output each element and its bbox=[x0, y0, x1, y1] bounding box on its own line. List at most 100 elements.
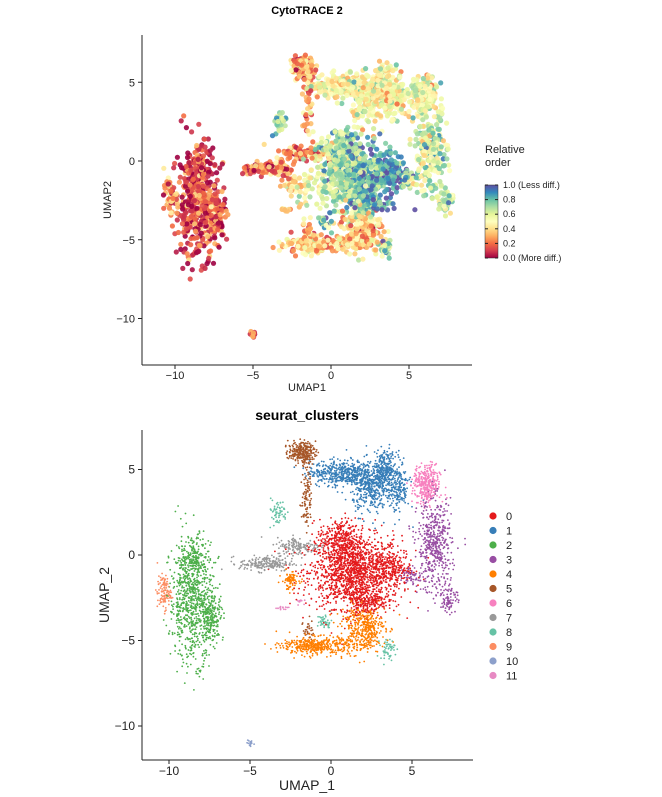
point bbox=[349, 231, 355, 237]
point bbox=[374, 177, 380, 183]
point-cluster-0 bbox=[326, 575, 329, 578]
point-cluster-3 bbox=[436, 580, 438, 583]
point-cluster-1 bbox=[351, 490, 354, 493]
point-cluster-0 bbox=[385, 578, 387, 581]
point bbox=[333, 138, 339, 144]
point bbox=[196, 248, 202, 254]
point-cluster-1 bbox=[380, 494, 383, 497]
point bbox=[178, 241, 184, 247]
point-cluster-5 bbox=[293, 439, 295, 442]
point-cluster-4 bbox=[294, 584, 296, 587]
point bbox=[196, 192, 202, 198]
point bbox=[358, 220, 364, 226]
point-cluster-0 bbox=[322, 589, 325, 592]
point-cluster-1 bbox=[354, 505, 357, 507]
point bbox=[359, 151, 365, 157]
point-cluster-4 bbox=[381, 645, 384, 648]
point bbox=[260, 170, 266, 176]
point bbox=[261, 141, 267, 147]
point bbox=[368, 187, 374, 193]
point bbox=[390, 68, 396, 74]
point bbox=[349, 179, 355, 185]
point-cluster-8 bbox=[394, 653, 397, 656]
point-cluster-4 bbox=[329, 645, 332, 648]
point bbox=[202, 220, 208, 226]
point bbox=[288, 229, 294, 235]
point bbox=[304, 121, 310, 127]
point bbox=[301, 171, 308, 178]
point bbox=[328, 230, 335, 236]
point-cluster-2 bbox=[197, 615, 200, 617]
point-cluster-4 bbox=[332, 621, 335, 624]
point-cluster-0 bbox=[357, 550, 360, 552]
point bbox=[384, 186, 390, 193]
point bbox=[402, 177, 408, 183]
point bbox=[388, 150, 394, 156]
point bbox=[296, 175, 303, 181]
point-cluster-3 bbox=[414, 510, 417, 513]
point-cluster-2 bbox=[169, 652, 172, 655]
point bbox=[420, 117, 426, 123]
point bbox=[349, 132, 355, 138]
chart-title: CytoTRACE 2 bbox=[271, 5, 343, 17]
point bbox=[185, 150, 191, 156]
point-cluster-3 bbox=[457, 547, 459, 550]
point bbox=[352, 251, 358, 257]
point bbox=[340, 81, 346, 87]
point bbox=[340, 95, 346, 101]
point-cluster-2 bbox=[172, 587, 175, 589]
point bbox=[339, 208, 346, 214]
point-cluster-1 bbox=[345, 449, 348, 451]
point-cluster-2 bbox=[204, 657, 206, 660]
point bbox=[292, 253, 299, 259]
point-cluster-8 bbox=[383, 663, 385, 666]
point bbox=[307, 73, 313, 80]
point bbox=[305, 106, 311, 112]
point bbox=[220, 202, 226, 208]
point bbox=[171, 165, 177, 171]
point bbox=[364, 72, 370, 78]
point bbox=[317, 153, 323, 159]
point bbox=[344, 92, 350, 98]
point bbox=[196, 210, 202, 216]
x-tick-label: −5 bbox=[247, 370, 260, 382]
point bbox=[293, 67, 299, 73]
point-cluster-2 bbox=[197, 637, 199, 640]
point bbox=[170, 195, 176, 201]
point bbox=[291, 173, 297, 180]
point bbox=[379, 82, 385, 88]
point bbox=[430, 130, 436, 136]
point bbox=[302, 252, 309, 258]
point-cluster-5 bbox=[300, 515, 303, 518]
point bbox=[279, 165, 285, 171]
point bbox=[354, 71, 360, 77]
point bbox=[421, 142, 428, 148]
point bbox=[204, 261, 210, 267]
point-cluster-2 bbox=[177, 589, 180, 591]
point bbox=[386, 255, 392, 261]
point-cluster-2 bbox=[202, 678, 205, 680]
point bbox=[397, 74, 403, 80]
point bbox=[373, 247, 379, 253]
point bbox=[352, 160, 358, 166]
point-cluster-1 bbox=[382, 521, 385, 524]
point bbox=[189, 267, 195, 273]
point bbox=[362, 183, 369, 189]
point-cluster-8 bbox=[324, 615, 327, 618]
point bbox=[334, 241, 340, 247]
point bbox=[387, 98, 393, 104]
point-cluster-0 bbox=[388, 607, 391, 609]
point bbox=[219, 232, 225, 238]
point bbox=[375, 217, 381, 223]
point bbox=[179, 165, 185, 171]
point bbox=[422, 135, 429, 141]
point bbox=[416, 157, 422, 163]
point bbox=[199, 203, 205, 209]
point bbox=[438, 96, 444, 102]
point-cluster-0 bbox=[400, 561, 403, 563]
point bbox=[296, 73, 302, 79]
point bbox=[194, 235, 200, 241]
point bbox=[319, 72, 325, 78]
point bbox=[333, 145, 339, 151]
point bbox=[370, 228, 376, 234]
